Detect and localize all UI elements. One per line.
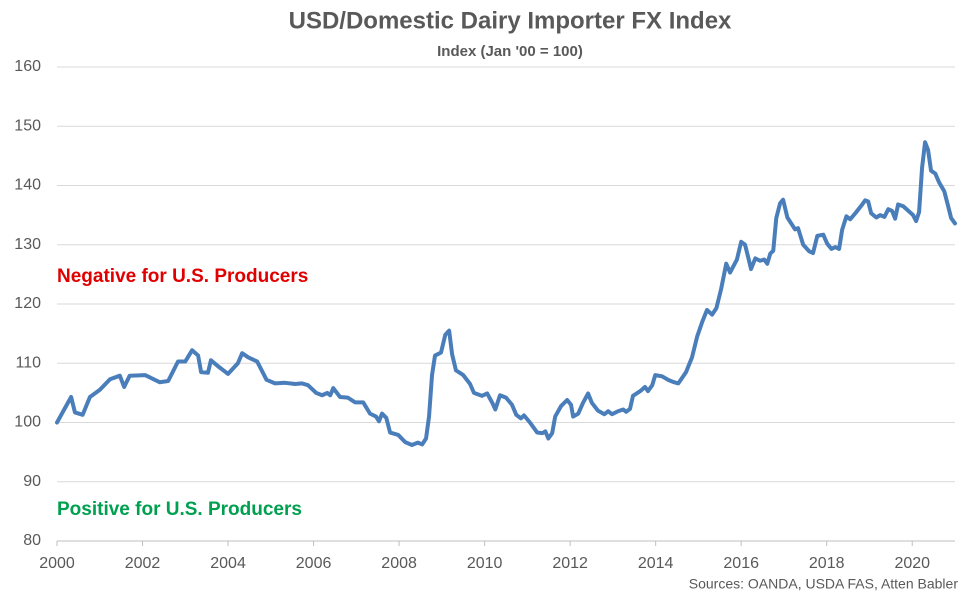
x-tick-label: 2020 xyxy=(894,555,930,572)
x-tick-label: 2012 xyxy=(552,555,588,572)
x-tick-label: 2018 xyxy=(809,555,845,572)
source-note: Sources: OANDA, USDA FAS, Atten Babler xyxy=(689,576,959,592)
y-tick-label: 120 xyxy=(14,295,41,312)
y-tick-label: 80 xyxy=(23,532,41,549)
annotation: Negative for U.S. Producers xyxy=(57,266,308,287)
x-tick-label: 2000 xyxy=(39,555,75,572)
y-tick-label: 160 xyxy=(14,58,41,75)
chart-title: USD/Domestic Dairy Importer FX Index xyxy=(289,7,732,34)
annotation: Positive for U.S. Producers xyxy=(57,499,302,520)
x-tick-label: 2006 xyxy=(296,555,332,572)
y-tick-label: 110 xyxy=(15,354,41,371)
y-tick-label: 130 xyxy=(14,236,41,253)
y-tick-label: 100 xyxy=(14,414,41,431)
data-line xyxy=(55,140,957,448)
y-tick-label: 140 xyxy=(14,177,41,194)
x-tick-label: 2016 xyxy=(723,555,759,572)
chart-subtitle: Index (Jan '00 = 100) xyxy=(437,43,583,60)
x-tick-label: 2008 xyxy=(381,555,417,572)
y-tick-label: 90 xyxy=(23,473,41,490)
x-tick-label: 2004 xyxy=(210,555,246,572)
y-tick-label: 150 xyxy=(14,117,41,134)
x-tick-label: 2010 xyxy=(467,555,503,572)
x-tick-label: 2002 xyxy=(125,555,161,572)
x-tick-label: 2014 xyxy=(638,555,674,572)
